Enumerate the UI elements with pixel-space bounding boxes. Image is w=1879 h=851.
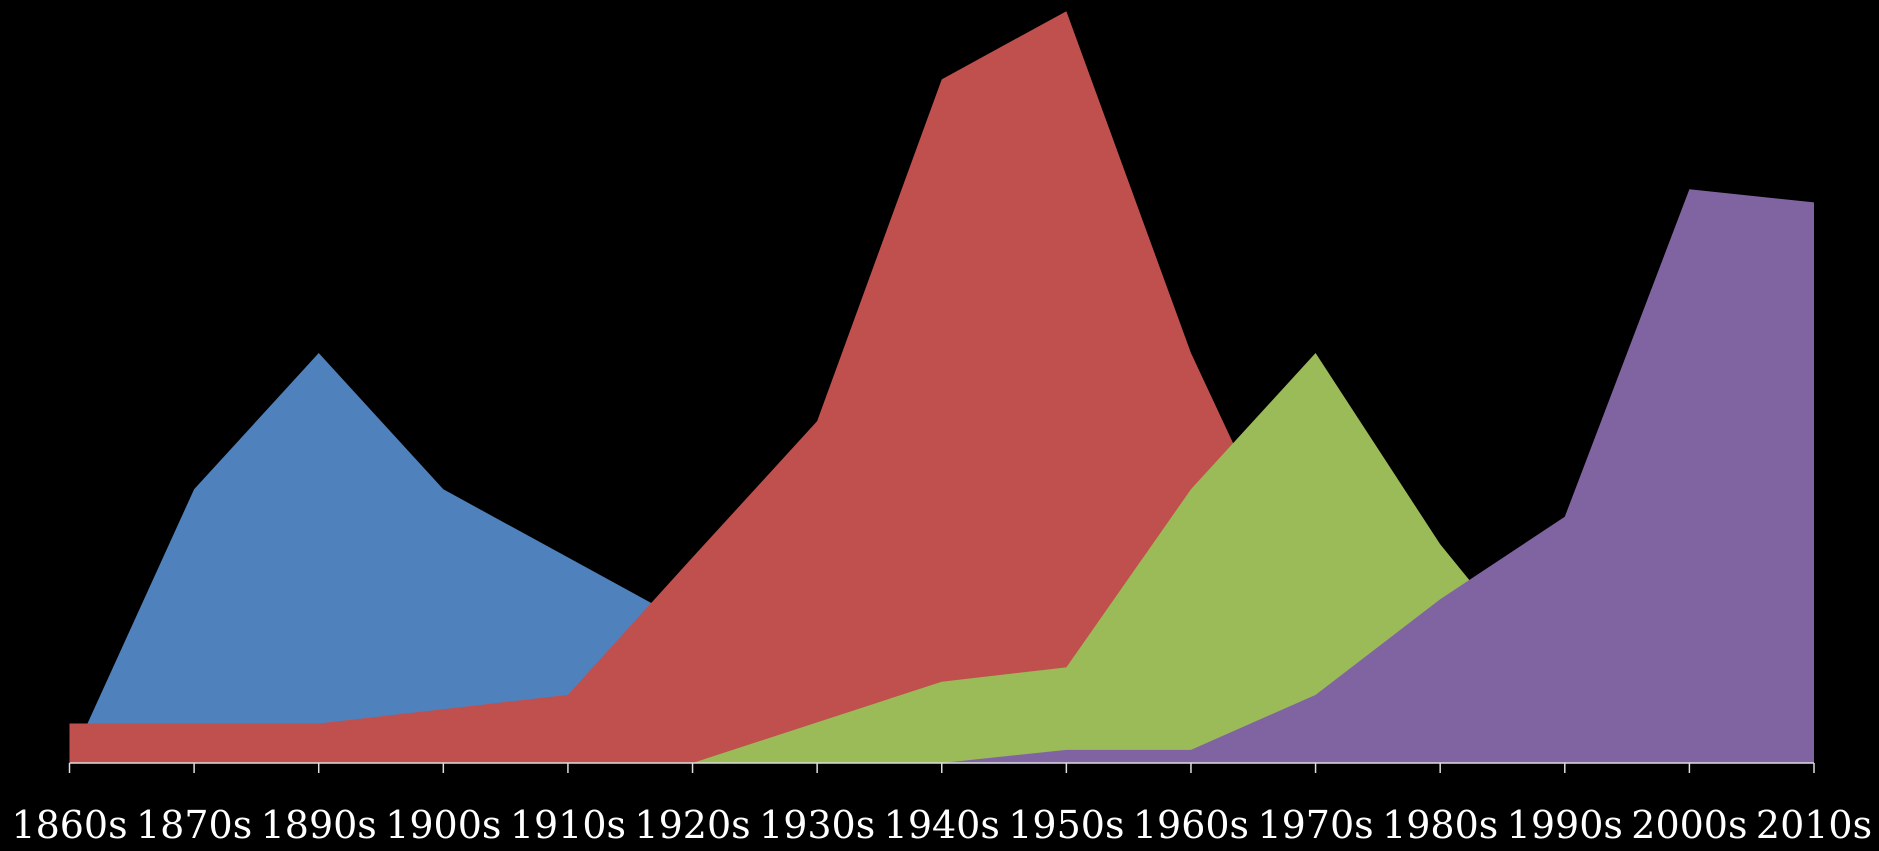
x-tick-label: 1860s xyxy=(11,803,127,847)
x-tick-label: 1900s xyxy=(385,803,501,847)
x-tick-label: 1990s xyxy=(1507,803,1623,847)
x-tick-label: 1950s xyxy=(1008,803,1124,847)
x-tick-label: 1930s xyxy=(759,803,875,847)
x-tick-label: 1970s xyxy=(1257,803,1373,847)
x-tick-label: 1940s xyxy=(884,803,1000,847)
x-tick-label: 1920s xyxy=(634,803,750,847)
x-tick-label: 2010s xyxy=(1756,803,1872,847)
x-tick-label: 1890s xyxy=(261,803,377,847)
x-tick-label: 1910s xyxy=(510,803,626,847)
x-tick-label: 2000s xyxy=(1631,803,1747,847)
x-tick-label: 1870s xyxy=(136,803,252,847)
area xyxy=(69,353,1814,763)
x-tick-label: 1980s xyxy=(1382,803,1498,847)
area xyxy=(69,189,1814,764)
area xyxy=(69,11,1814,763)
x-tick-label: 1960s xyxy=(1133,803,1249,847)
